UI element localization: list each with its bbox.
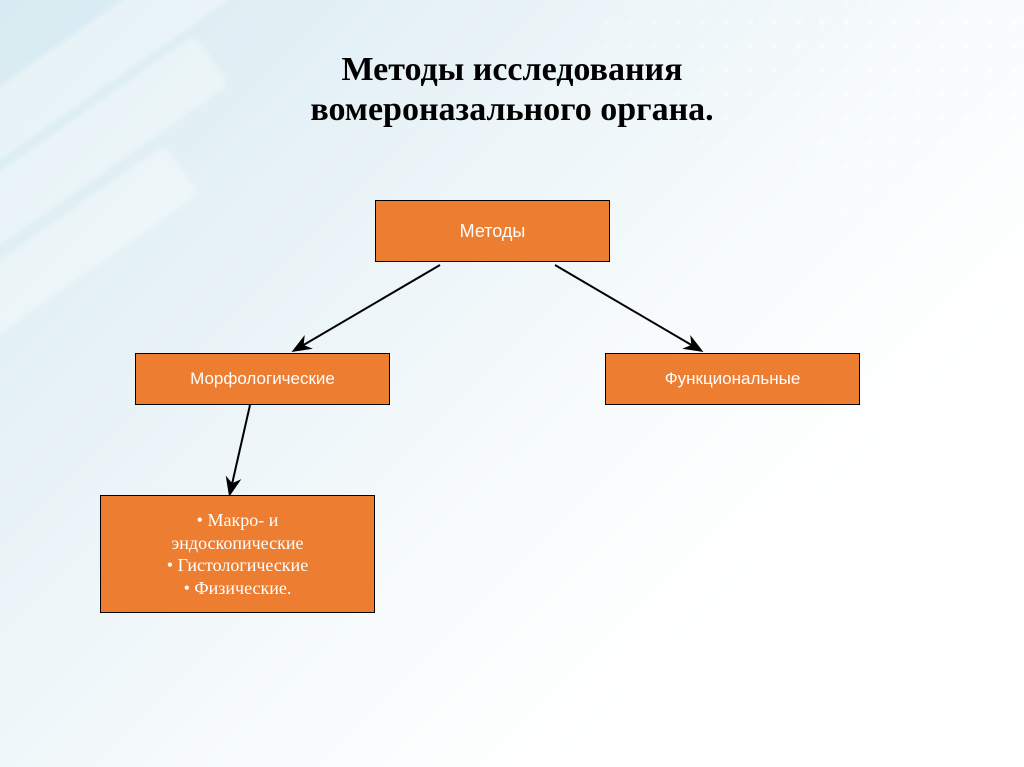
detail-line: • Макро- и xyxy=(197,509,279,532)
detail-line: • Физические. xyxy=(184,577,292,600)
node-details-list: • Макро- и эндоскопические • Гистологиче… xyxy=(100,495,375,613)
slide-title: Методы исследования вомероназального орг… xyxy=(0,50,1024,130)
detail-line: • Гистологические xyxy=(167,554,308,577)
title-line-2: вомероназального органа. xyxy=(310,91,713,128)
slide-canvas: Методы исследования вомероназального орг… xyxy=(0,0,1024,767)
edge xyxy=(295,265,440,350)
node-morphological: Морфологические xyxy=(135,353,390,405)
edge xyxy=(230,405,250,493)
node-functional: Функциональные xyxy=(605,353,860,405)
node-methods: Методы xyxy=(375,200,610,262)
node-label: Методы xyxy=(460,221,526,242)
title-line-1: Методы исследования xyxy=(341,51,682,88)
node-label: Функциональные xyxy=(665,369,801,389)
node-label: Морфологические xyxy=(190,369,335,389)
detail-line: эндоскопические xyxy=(172,532,304,555)
bg-dots xyxy=(584,0,1024,300)
